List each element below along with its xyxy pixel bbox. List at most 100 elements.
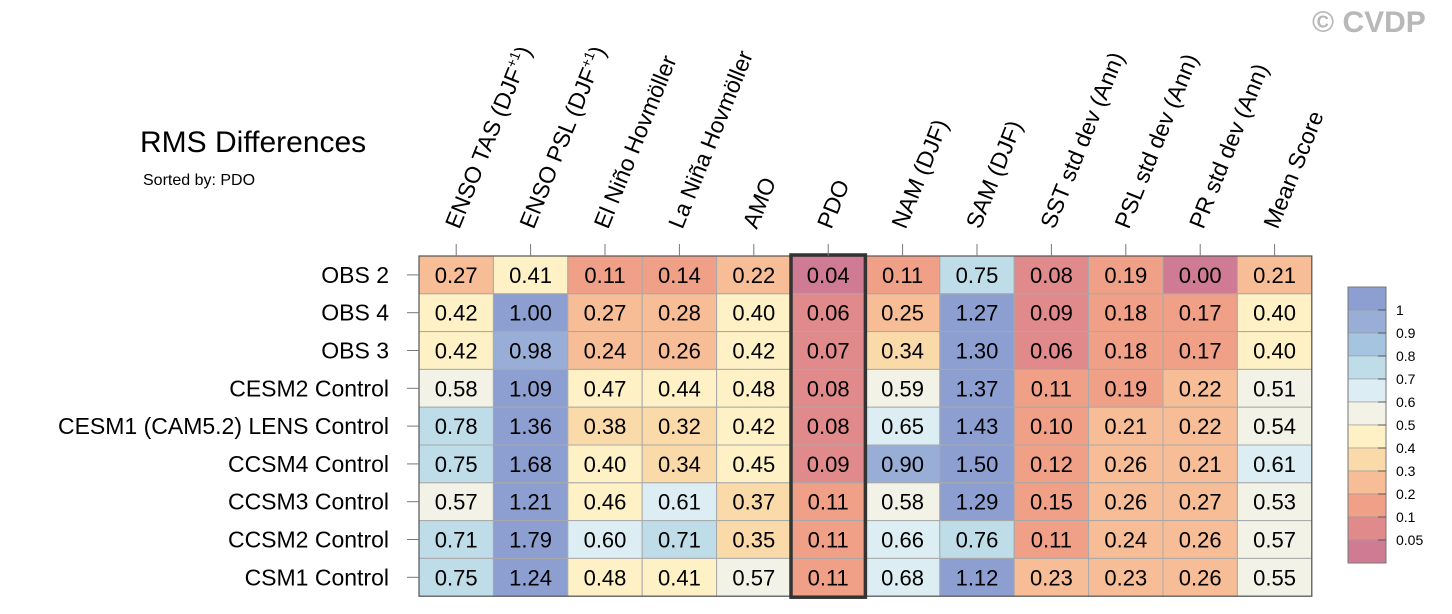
cell-value-label: 0.40 [1253, 301, 1296, 326]
heatmap-cell [492, 482, 569, 522]
cell-value-label: 0.57 [732, 565, 775, 590]
colorbar-segment [1347, 378, 1387, 403]
heatmap-cell [567, 557, 643, 597]
colorbar-label: 0.4 [1396, 440, 1416, 456]
cell-value-label: 0.42 [732, 339, 775, 364]
heatmap-cell [716, 520, 792, 559]
cell-value-label: 0.17 [1179, 339, 1222, 364]
heatmap-cell [1236, 557, 1313, 597]
cell-value-label: 0.37 [732, 490, 775, 515]
heatmap-cell [790, 557, 866, 597]
cell-value-label: 0.59 [881, 376, 924, 401]
cell-value-label: 0.66 [881, 528, 924, 553]
row-label: CSM1 Control [245, 564, 389, 590]
heatmap-cell [418, 444, 494, 484]
cell-value-label: 0.34 [881, 339, 924, 364]
heatmap-cell [1162, 482, 1238, 522]
cell-value-label: 0.18 [1104, 339, 1147, 364]
cell-value-label: 1.24 [509, 565, 552, 590]
cell-value-label: 0.11 [1031, 528, 1072, 553]
cell-value-label: 0.21 [1104, 414, 1147, 439]
heatmap-cell [790, 368, 866, 408]
cell-value-label: 0.00 [1179, 263, 1222, 288]
heatmap-cell [492, 368, 569, 408]
cell-value-label: 0.27 [584, 301, 627, 326]
heatmap-cell [939, 520, 1015, 559]
cell-value-label: 0.21 [1179, 452, 1222, 477]
cell-value-label: 1.30 [956, 339, 999, 364]
row-label: CCSM2 Control [228, 527, 389, 553]
cell-value-label: 0.53 [1253, 490, 1296, 515]
heatmap-cell [418, 331, 494, 370]
column-label: PSL std dev (Ann) [1109, 50, 1203, 232]
row-label: OBS 2 [321, 262, 389, 288]
cell-value-label: 0.27 [435, 263, 478, 288]
row-label: OBS 3 [321, 338, 389, 364]
cell-value-label: 0.40 [584, 452, 627, 477]
cell-value-label: 0.54 [1253, 414, 1296, 439]
heatmap-cell [1088, 482, 1164, 522]
cell-value-label: 0.75 [435, 452, 478, 477]
cell-value-label: 0.48 [732, 376, 775, 401]
heatmap-cell [641, 482, 718, 522]
cell-value-label: 0.75 [956, 263, 999, 288]
copyright-watermark: © CVDP [1312, 6, 1426, 39]
heatmap-cell [716, 368, 792, 408]
heatmap-cell [716, 557, 792, 597]
column-label: SAM (DJF) [961, 117, 1028, 232]
cell-value-label: 0.22 [1179, 376, 1222, 401]
colorbar-segment [1347, 424, 1387, 449]
cell-value-label: 1.29 [956, 490, 999, 515]
colorbar-label: 0.8 [1396, 348, 1416, 364]
cell-value-label: 0.11 [808, 565, 849, 590]
heatmap-cell [1162, 406, 1238, 446]
cell-value-label: 0.08 [1030, 263, 1073, 288]
row-label: CCSM3 Control [228, 489, 389, 515]
cell-value-label: 0.48 [584, 565, 627, 590]
column-label: El Niño Hovmöller [589, 51, 682, 232]
cell-value-label: 0.19 [1104, 376, 1147, 401]
cell-value-label: 0.58 [881, 490, 924, 515]
cell-value-label: 0.61 [658, 490, 701, 515]
cell-value-label: 1.68 [509, 452, 552, 477]
row-label: CCSM4 Control [228, 451, 389, 477]
cell-value-label: 0.71 [658, 528, 701, 553]
heatmap-cell [1236, 520, 1313, 559]
colorbar-label: 0.2 [1396, 486, 1416, 502]
cell-value-label: 0.60 [584, 528, 627, 553]
heatmap-cell [1236, 482, 1313, 522]
heatmap-cell [418, 368, 494, 408]
cell-value-label: 0.11 [584, 263, 625, 288]
cell-value-label: 0.10 [1030, 414, 1073, 439]
heatmap-cell [1013, 520, 1090, 559]
cell-value-label: 0.98 [509, 339, 552, 364]
heatmap-cell [641, 520, 718, 559]
cell-value-label: 0.24 [1104, 528, 1147, 553]
heatmap-cell [567, 331, 643, 370]
cell-value-label: 1.37 [956, 376, 999, 401]
cell-value-label: 0.78 [435, 414, 478, 439]
row-label: CESM1 (CAM5.2) LENS Control [58, 413, 389, 439]
cell-value-label: 0.42 [435, 301, 478, 326]
column-label: PR std dev (Ann) [1184, 60, 1274, 232]
heatmap-cell [716, 293, 792, 333]
cell-value-label: 0.09 [807, 452, 850, 477]
cell-value-label: 0.71 [435, 528, 478, 553]
cell-value-label: 0.26 [1179, 528, 1222, 553]
colorbar-label: 0.1 [1396, 509, 1416, 525]
colorbar-segment [1347, 470, 1387, 495]
cell-value-label: 1.09 [509, 376, 552, 401]
heatmap-cell [1088, 406, 1164, 446]
cell-value-label: 0.34 [658, 452, 701, 477]
chart-subtitle: Sorted by: PDO [143, 172, 256, 189]
cell-value-label: 0.41 [509, 263, 552, 288]
heatmap-cell [641, 557, 718, 597]
heatmap-cell [1162, 444, 1238, 484]
heatmap-cell [790, 293, 866, 333]
cell-value-label: 0.68 [881, 565, 924, 590]
heatmap-cell [939, 444, 1015, 484]
cell-value-label: 0.11 [1031, 376, 1072, 401]
heatmap-cell [492, 444, 569, 484]
heatmap-cell [1013, 444, 1090, 484]
colorbar-label: 0.3 [1396, 463, 1416, 479]
